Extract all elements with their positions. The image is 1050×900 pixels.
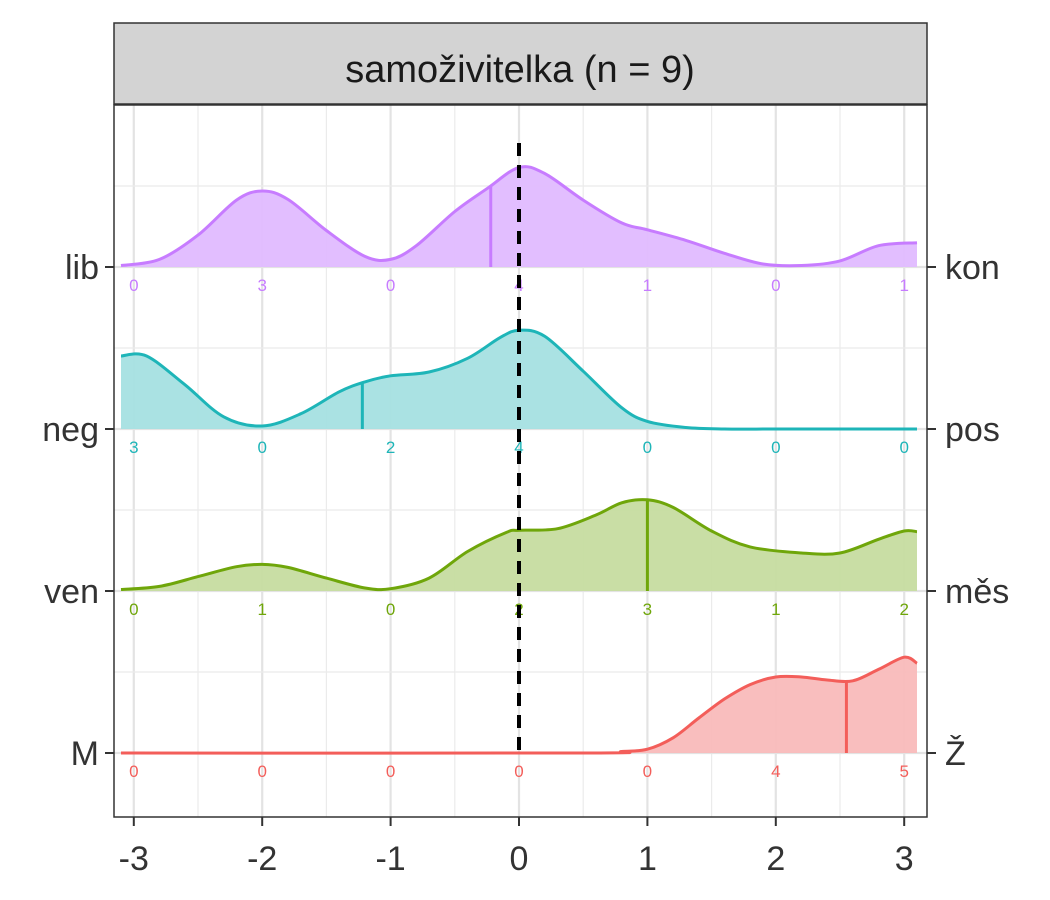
count-label: 1 <box>643 276 652 295</box>
y-label-left: ven <box>44 573 99 611</box>
count-label: 5 <box>899 762 908 781</box>
x-tick-label: 2 <box>766 840 785 878</box>
count-label: 0 <box>386 762 395 781</box>
count-label: 0 <box>771 276 780 295</box>
count-label: 0 <box>899 438 908 457</box>
count-label: 0 <box>386 276 395 295</box>
strip-background <box>113 22 928 105</box>
y-label-right: Ž <box>945 735 966 773</box>
y-label-right: pos <box>945 411 1000 449</box>
count-label: 0 <box>257 438 266 457</box>
facet-strip: samoživitelka (n = 9) <box>113 22 928 105</box>
count-label: 3 <box>643 600 652 619</box>
density-curve <box>120 498 918 592</box>
panel-frame <box>113 104 928 818</box>
axes: -3 -2 -1 0 1 2 3 lib kon neg pos ven měs M Ž <box>42 249 1009 878</box>
y-label-right: kon <box>945 249 1000 287</box>
x-tick-label: -3 <box>119 840 149 878</box>
ridge-M <box>120 655 918 755</box>
count-label: 1 <box>771 600 780 619</box>
panel-border <box>113 104 928 818</box>
count-label: 0 <box>129 762 138 781</box>
count-label: 1 <box>899 276 908 295</box>
x-tick-label: 3 <box>895 840 914 878</box>
y-label-left: M <box>71 735 99 773</box>
count-label: 4 <box>771 762 780 781</box>
x-tick-label: 1 <box>638 840 657 878</box>
count-label: 0 <box>129 276 138 295</box>
count-labels: 0304101302400001023120000045 <box>129 276 909 781</box>
count-label: 3 <box>257 276 266 295</box>
count-label: 0 <box>386 600 395 619</box>
chart-title: samoživitelka (n = 9) <box>345 49 695 91</box>
count-label: 2 <box>386 438 395 457</box>
count-label: 0 <box>771 438 780 457</box>
ridge-neg <box>120 328 917 431</box>
count-label: 0 <box>129 600 138 619</box>
x-tick-label: -1 <box>375 840 405 878</box>
count-label: 4 <box>514 438 523 457</box>
x-tick-label: 0 <box>510 840 529 878</box>
count-label: 0 <box>643 762 652 781</box>
count-label: 0 <box>257 762 266 781</box>
y-label-right: měs <box>945 573 1009 611</box>
y-label-left: neg <box>42 411 99 449</box>
density-curve <box>120 328 917 431</box>
x-tick-label: -2 <box>247 840 277 878</box>
count-label: 0 <box>643 438 652 457</box>
density-area <box>121 657 917 754</box>
density-curve <box>120 165 918 268</box>
count-label: 0 <box>514 762 523 781</box>
density-curve <box>120 655 918 755</box>
count-label: 3 <box>129 438 138 457</box>
count-label: 1 <box>257 600 266 619</box>
count-label: 2 <box>899 600 908 619</box>
y-label-left: lib <box>65 249 99 287</box>
